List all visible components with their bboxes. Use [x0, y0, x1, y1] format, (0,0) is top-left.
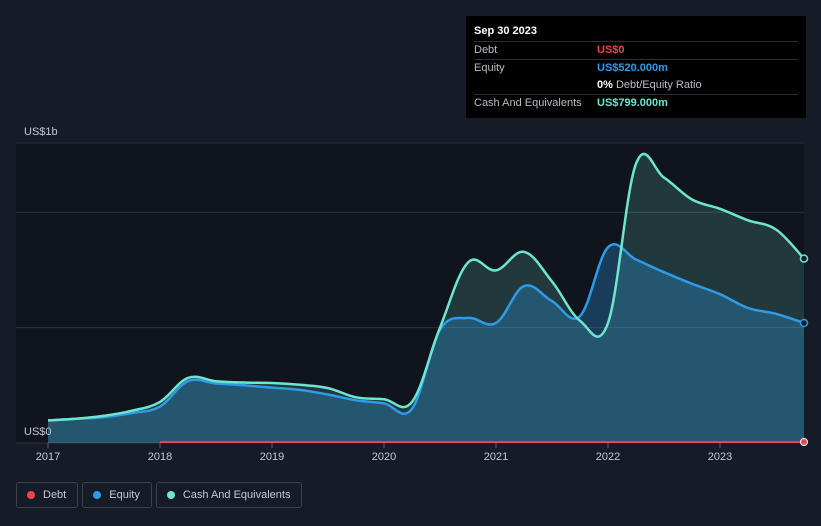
tooltip-equity-label: Equity [474, 62, 505, 74]
x-tick-label-2019: 2019 [260, 451, 284, 463]
legend-item-cash[interactable]: Cash And Equivalents [155, 482, 303, 508]
x-tick-label-2017: 2017 [36, 451, 60, 463]
chart-lines [47, 152, 805, 443]
cash-endpoint [799, 254, 809, 263]
legend-label-equity: Equity [109, 489, 140, 501]
tooltip-cash-label: Cash And Equivalents [474, 97, 582, 109]
tooltip-cash-value: US$799.000m [597, 97, 668, 109]
chart-highlight-region [16, 143, 804, 443]
tooltip-debt-label: Debt [474, 44, 498, 56]
legend-label-debt: Debt [43, 489, 67, 501]
equity-dot-icon [93, 491, 102, 499]
tooltip-ratio-value: 0% [597, 79, 613, 91]
x-axis-ticks: 2017 2018 2019 2020 2021 2022 2023 [36, 443, 732, 463]
tooltip-row-ratio: 0% Debt/Equity Ratio [474, 77, 798, 94]
y-axis-label-top: US$1b [24, 126, 58, 138]
tooltip-debt-value: US$0 [597, 44, 625, 56]
y-axis-label-bottom: US$0 [24, 426, 52, 438]
x-tick-label-2020: 2020 [372, 451, 396, 463]
debt-dot-icon [27, 491, 35, 499]
cash-area [48, 153, 804, 443]
cash-dot-icon [166, 491, 175, 499]
tooltip-row-equity: Equity US$520.000m [474, 59, 798, 77]
legend-item-equity[interactable]: Equity [82, 482, 152, 508]
tooltip-equity-value: US$520.000m [597, 62, 668, 74]
cash-line [47, 152, 805, 422]
chart-endpoints [799, 254, 809, 446]
x-tick-label-2018: 2018 [148, 451, 172, 463]
x-tick-label-2022: 2022 [596, 451, 620, 463]
chart-tooltip: Sep 30 2023 Debt US$0 Equity US$520.000m… [466, 16, 806, 118]
chart-legend: Debt Equity Cash And Equivalents [16, 482, 303, 508]
debt-endpoint [800, 438, 808, 446]
tooltip-date: Sep 30 2023 [474, 25, 537, 37]
tooltip-row-cash: Cash And Equivalents US$799.000m [474, 94, 798, 112]
x-tick-label-2021: 2021 [484, 451, 508, 463]
x-tick-label-2023: 2023 [708, 451, 732, 463]
tooltip-ratio-label: Debt/Equity Ratio [615, 79, 702, 91]
tooltip-row-debt: Debt US$0 [474, 41, 798, 59]
tooltip-ratio: 0% Debt/Equity Ratio [597, 77, 702, 94]
legend-label-cash: Cash And Equivalents [182, 489, 291, 501]
equity-endpoint [799, 318, 809, 328]
legend-item-debt[interactable]: Debt [16, 482, 79, 508]
